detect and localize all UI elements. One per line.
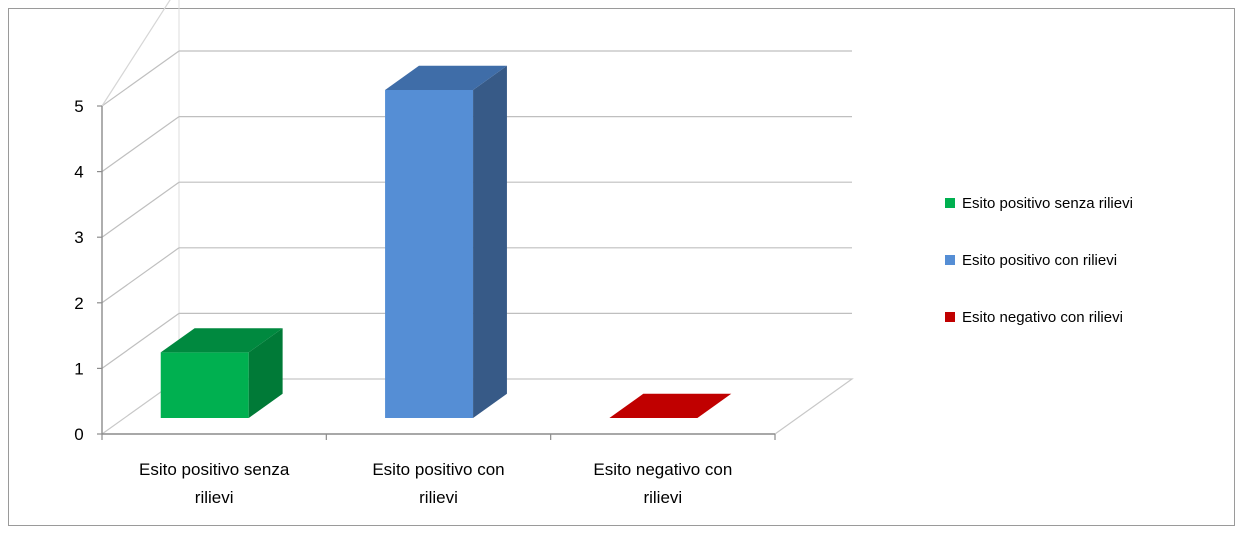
- x-category-label: rilievi: [643, 488, 682, 507]
- x-category-label: rilievi: [419, 488, 458, 507]
- legend-label: Esito negativo con rilievi: [962, 309, 1123, 326]
- legend-label: Esito positivo senza rilievi: [962, 195, 1133, 212]
- bar-front-face: [160, 352, 249, 418]
- y-tick-label: 3: [74, 228, 83, 247]
- x-category-label: Esito positivo senza: [139, 460, 290, 479]
- bar-front-face: [385, 90, 474, 418]
- y-tick-label: 2: [74, 294, 83, 313]
- bar-top-face: [160, 328, 283, 353]
- chart-frame: [8, 8, 1235, 526]
- bar-2: [385, 65, 507, 419]
- bar-3: [609, 393, 732, 418]
- y-tick-label: 5: [74, 97, 83, 116]
- y-tick-label: 4: [74, 163, 83, 182]
- legend-label: Esito positivo con rilievi: [962, 252, 1117, 269]
- gridline-diagonal: [101, 116, 180, 173]
- gridline-diagonal: [101, 181, 180, 238]
- y-tick-label: 0: [74, 425, 83, 444]
- gridline-diagonal: [101, 0, 171, 107]
- x-axis-labels: Esito positivo senza rilievi Esito positiv…: [139, 460, 732, 507]
- gridlines: [101, 0, 852, 369]
- legend-swatch: [945, 255, 955, 265]
- bar-side-face: [473, 65, 507, 419]
- legend: Esito positivo senza rilievi Esito positi…: [945, 195, 1133, 326]
- legend-swatch: [945, 312, 955, 322]
- x-category-label: Esito positivo con: [372, 460, 504, 479]
- y-axis-ticks: 0 1 2 3 4 5: [74, 97, 102, 444]
- floor-outline: [101, 378, 854, 435]
- gridline-diagonal: [101, 312, 180, 369]
- bar-top-face: [609, 393, 732, 418]
- gridline-diagonal: [101, 247, 180, 304]
- bar-1: [160, 328, 283, 418]
- axes: [101, 106, 776, 440]
- x-category-label: Esito negativo con: [593, 460, 732, 479]
- x-category-label: rilievi: [195, 488, 234, 507]
- bar-top-face: [385, 65, 507, 90]
- legend-swatch: [945, 198, 955, 208]
- bars: [160, 65, 732, 419]
- bar-side-face: [248, 328, 283, 418]
- gridline-diagonal: [101, 50, 180, 107]
- y-tick-label: 1: [74, 359, 83, 378]
